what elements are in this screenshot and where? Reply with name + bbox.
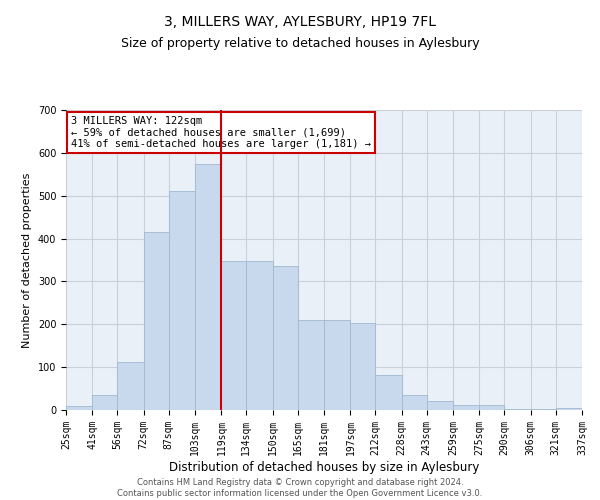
Bar: [427, 402, 453, 410]
Text: Size of property relative to detached houses in Aylesbury: Size of property relative to detached ho…: [121, 38, 479, 51]
Bar: [298, 320, 324, 410]
X-axis label: Distribution of detached houses by size in Aylesbury: Distribution of detached houses by size …: [169, 460, 479, 473]
Bar: [117, 362, 144, 410]
Text: 3 MILLERS WAY: 122sqm
← 59% of detached houses are smaller (1,699)
41% of semi-d: 3 MILLERS WAY: 122sqm ← 59% of detached …: [71, 116, 371, 149]
Y-axis label: Number of detached properties: Number of detached properties: [22, 172, 32, 348]
Bar: [92, 395, 117, 410]
Bar: [246, 262, 273, 410]
Bar: [273, 266, 298, 410]
Bar: [402, 395, 427, 410]
Bar: [453, 405, 479, 410]
Bar: [479, 405, 504, 410]
Bar: [169, 192, 195, 410]
Bar: [324, 320, 350, 410]
Bar: [66, 406, 92, 410]
Bar: [195, 164, 221, 410]
Bar: [350, 323, 375, 410]
Bar: [504, 409, 531, 410]
Bar: [531, 409, 556, 410]
Bar: [375, 375, 402, 410]
Text: Contains HM Land Registry data © Crown copyright and database right 2024.
Contai: Contains HM Land Registry data © Crown c…: [118, 478, 482, 498]
Bar: [556, 408, 582, 410]
Text: 3, MILLERS WAY, AYLESBURY, HP19 7FL: 3, MILLERS WAY, AYLESBURY, HP19 7FL: [164, 15, 436, 29]
Bar: [221, 261, 246, 410]
Bar: [144, 232, 169, 410]
